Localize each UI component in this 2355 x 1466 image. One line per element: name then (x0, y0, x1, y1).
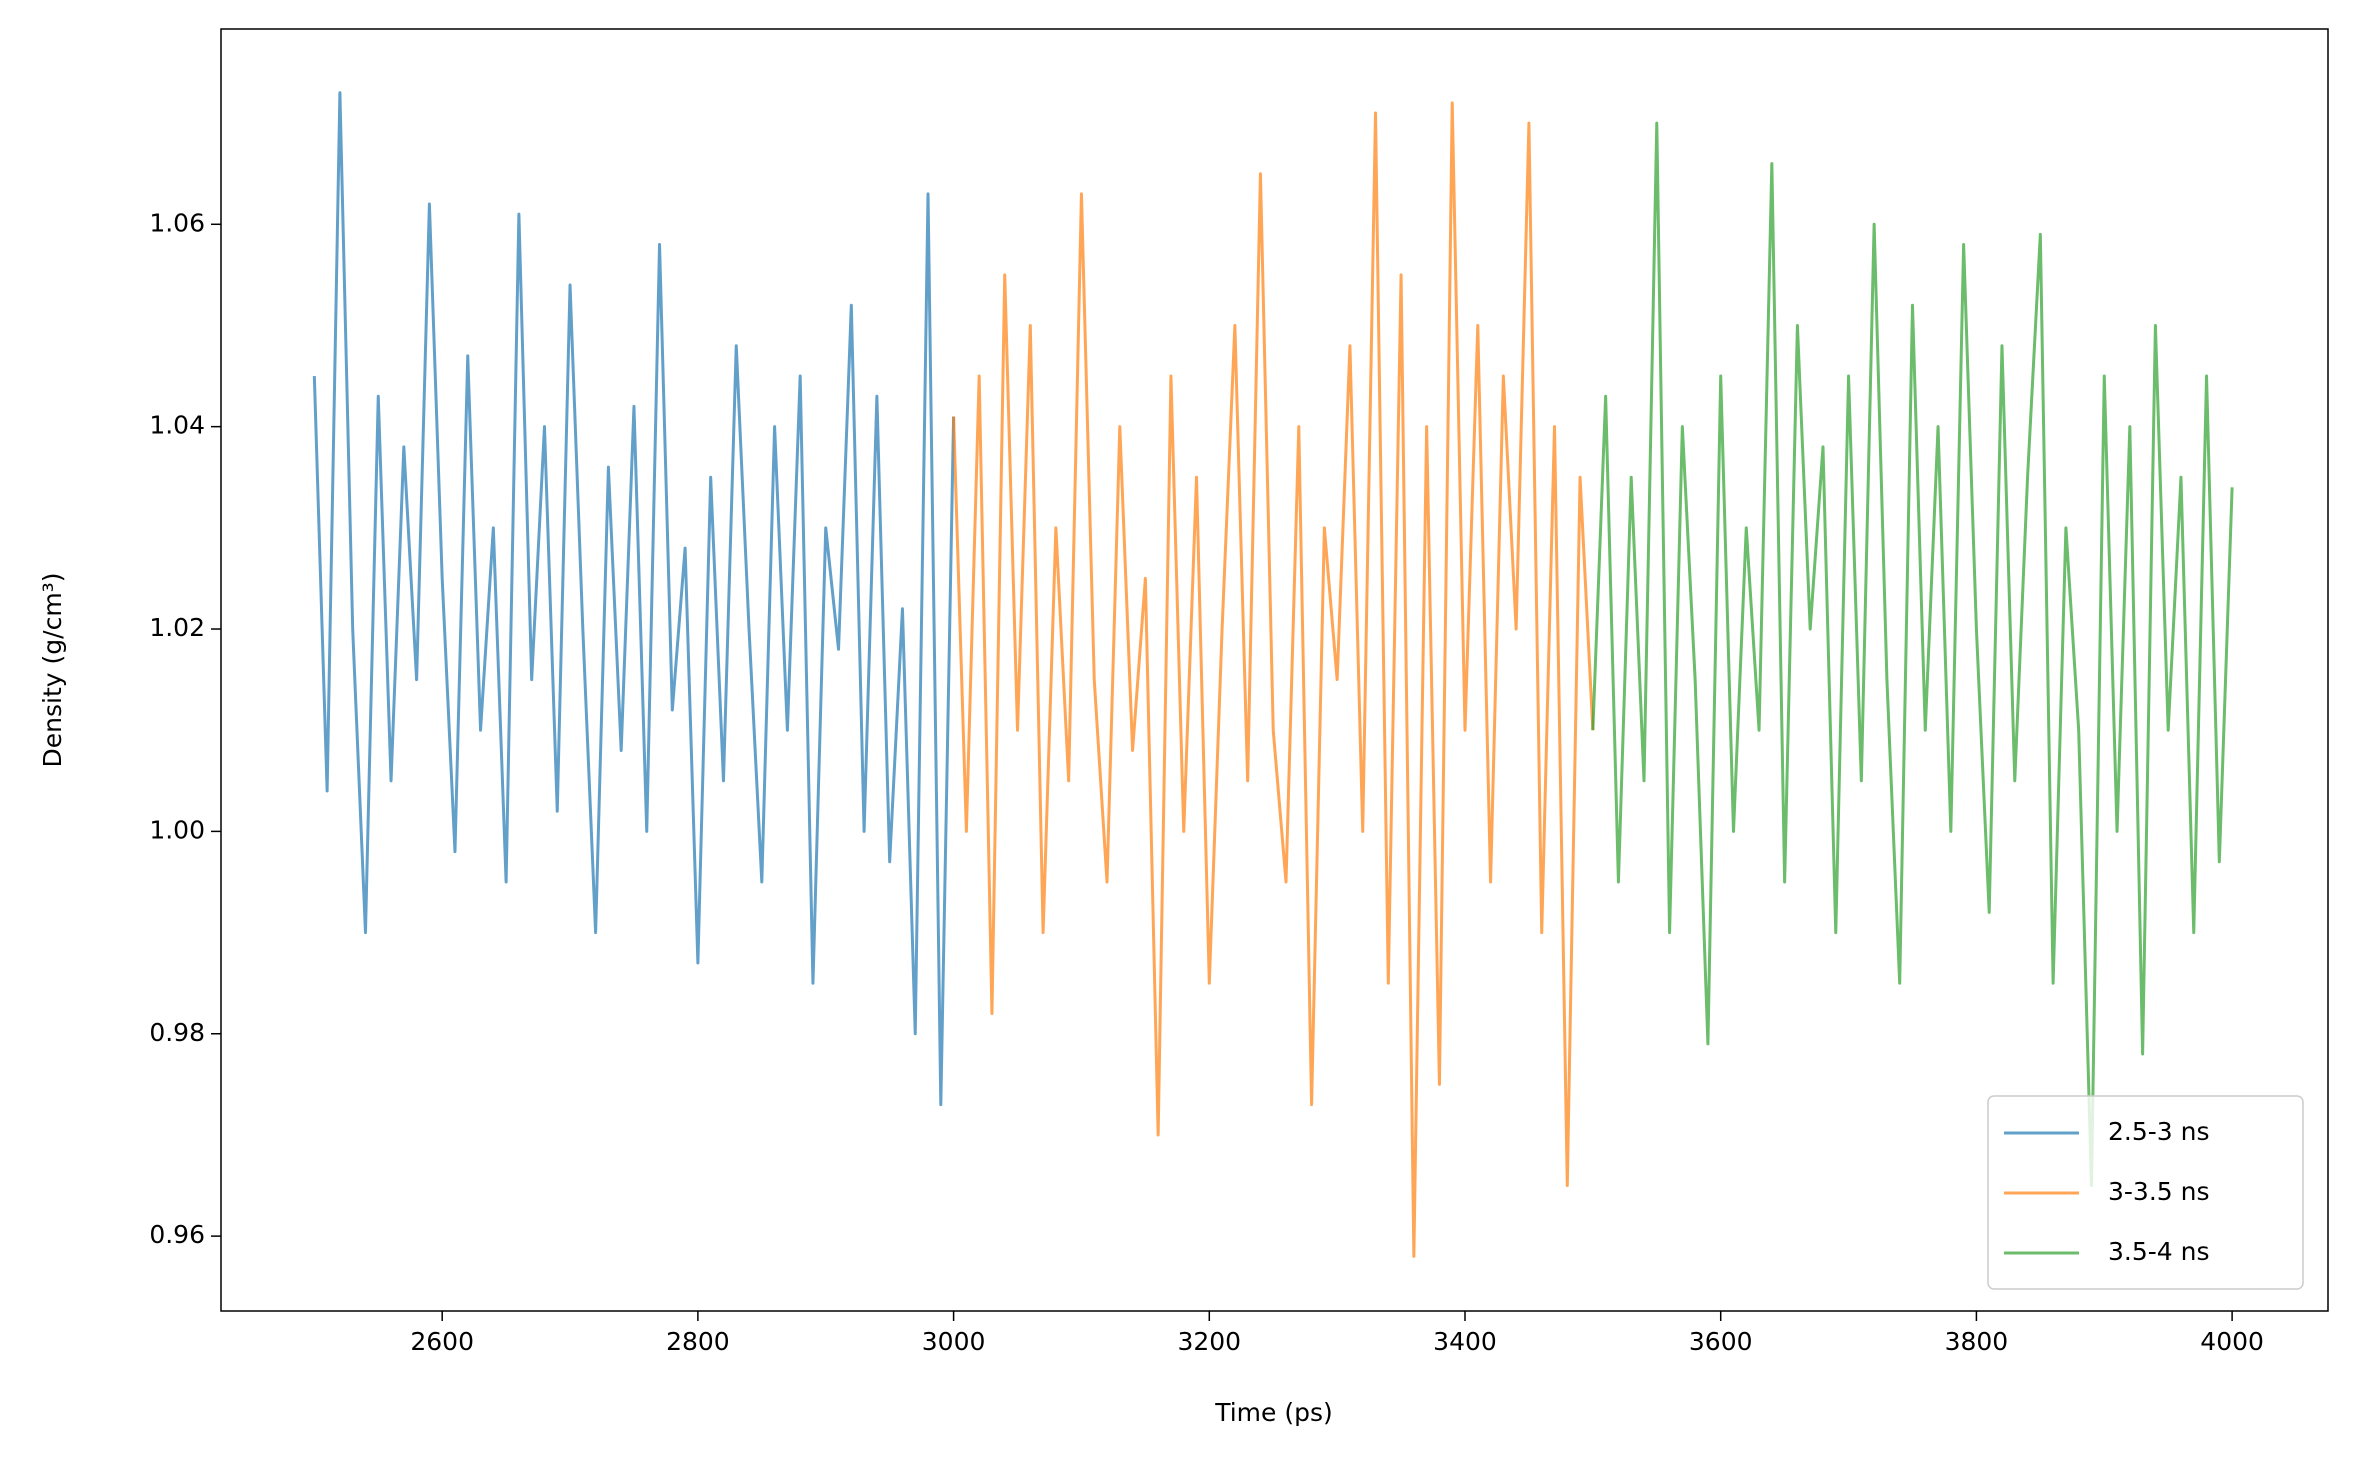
y-tick-label: 1.06 (149, 208, 205, 237)
legend-label: 2.5-3 ns (2108, 1117, 2210, 1146)
plot-frame (220, 28, 2329, 1312)
y-tick-label: 1.00 (149, 815, 205, 844)
legend: 2.5-3 ns 3-3.5 ns 3.5-4 ns (1987, 1095, 2304, 1290)
legend-label: 3-3.5 ns (2108, 1177, 2210, 1206)
x-tick-label: 3400 (1433, 1327, 1497, 1356)
x-tick-label: 3000 (922, 1327, 986, 1356)
legend-box (1987, 1095, 2304, 1290)
x-tick-label: 2600 (410, 1327, 474, 1356)
series-line (312, 91, 956, 1107)
x-tick-label: 4000 (2200, 1327, 2264, 1356)
x-axis-label: Time (ps) (1214, 1398, 1333, 1427)
legend-label: 3.5-4 ns (2108, 1237, 2210, 1266)
x-tick-label: 2800 (666, 1327, 730, 1356)
x-tick-label: 3600 (1689, 1327, 1753, 1356)
y-tick-label: 1.02 (149, 613, 205, 642)
x-tick-label: 3200 (1177, 1327, 1241, 1356)
x-tick-label: 3800 (1945, 1327, 2009, 1356)
y-tick-label: 1.04 (149, 411, 205, 440)
y-axis-label: Density (g/cm³) (38, 573, 67, 768)
y-tick-label: 0.96 (149, 1220, 205, 1249)
y-tick-label: 0.98 (149, 1018, 205, 1047)
series-line (1591, 121, 2234, 1188)
series-line (952, 101, 1595, 1258)
